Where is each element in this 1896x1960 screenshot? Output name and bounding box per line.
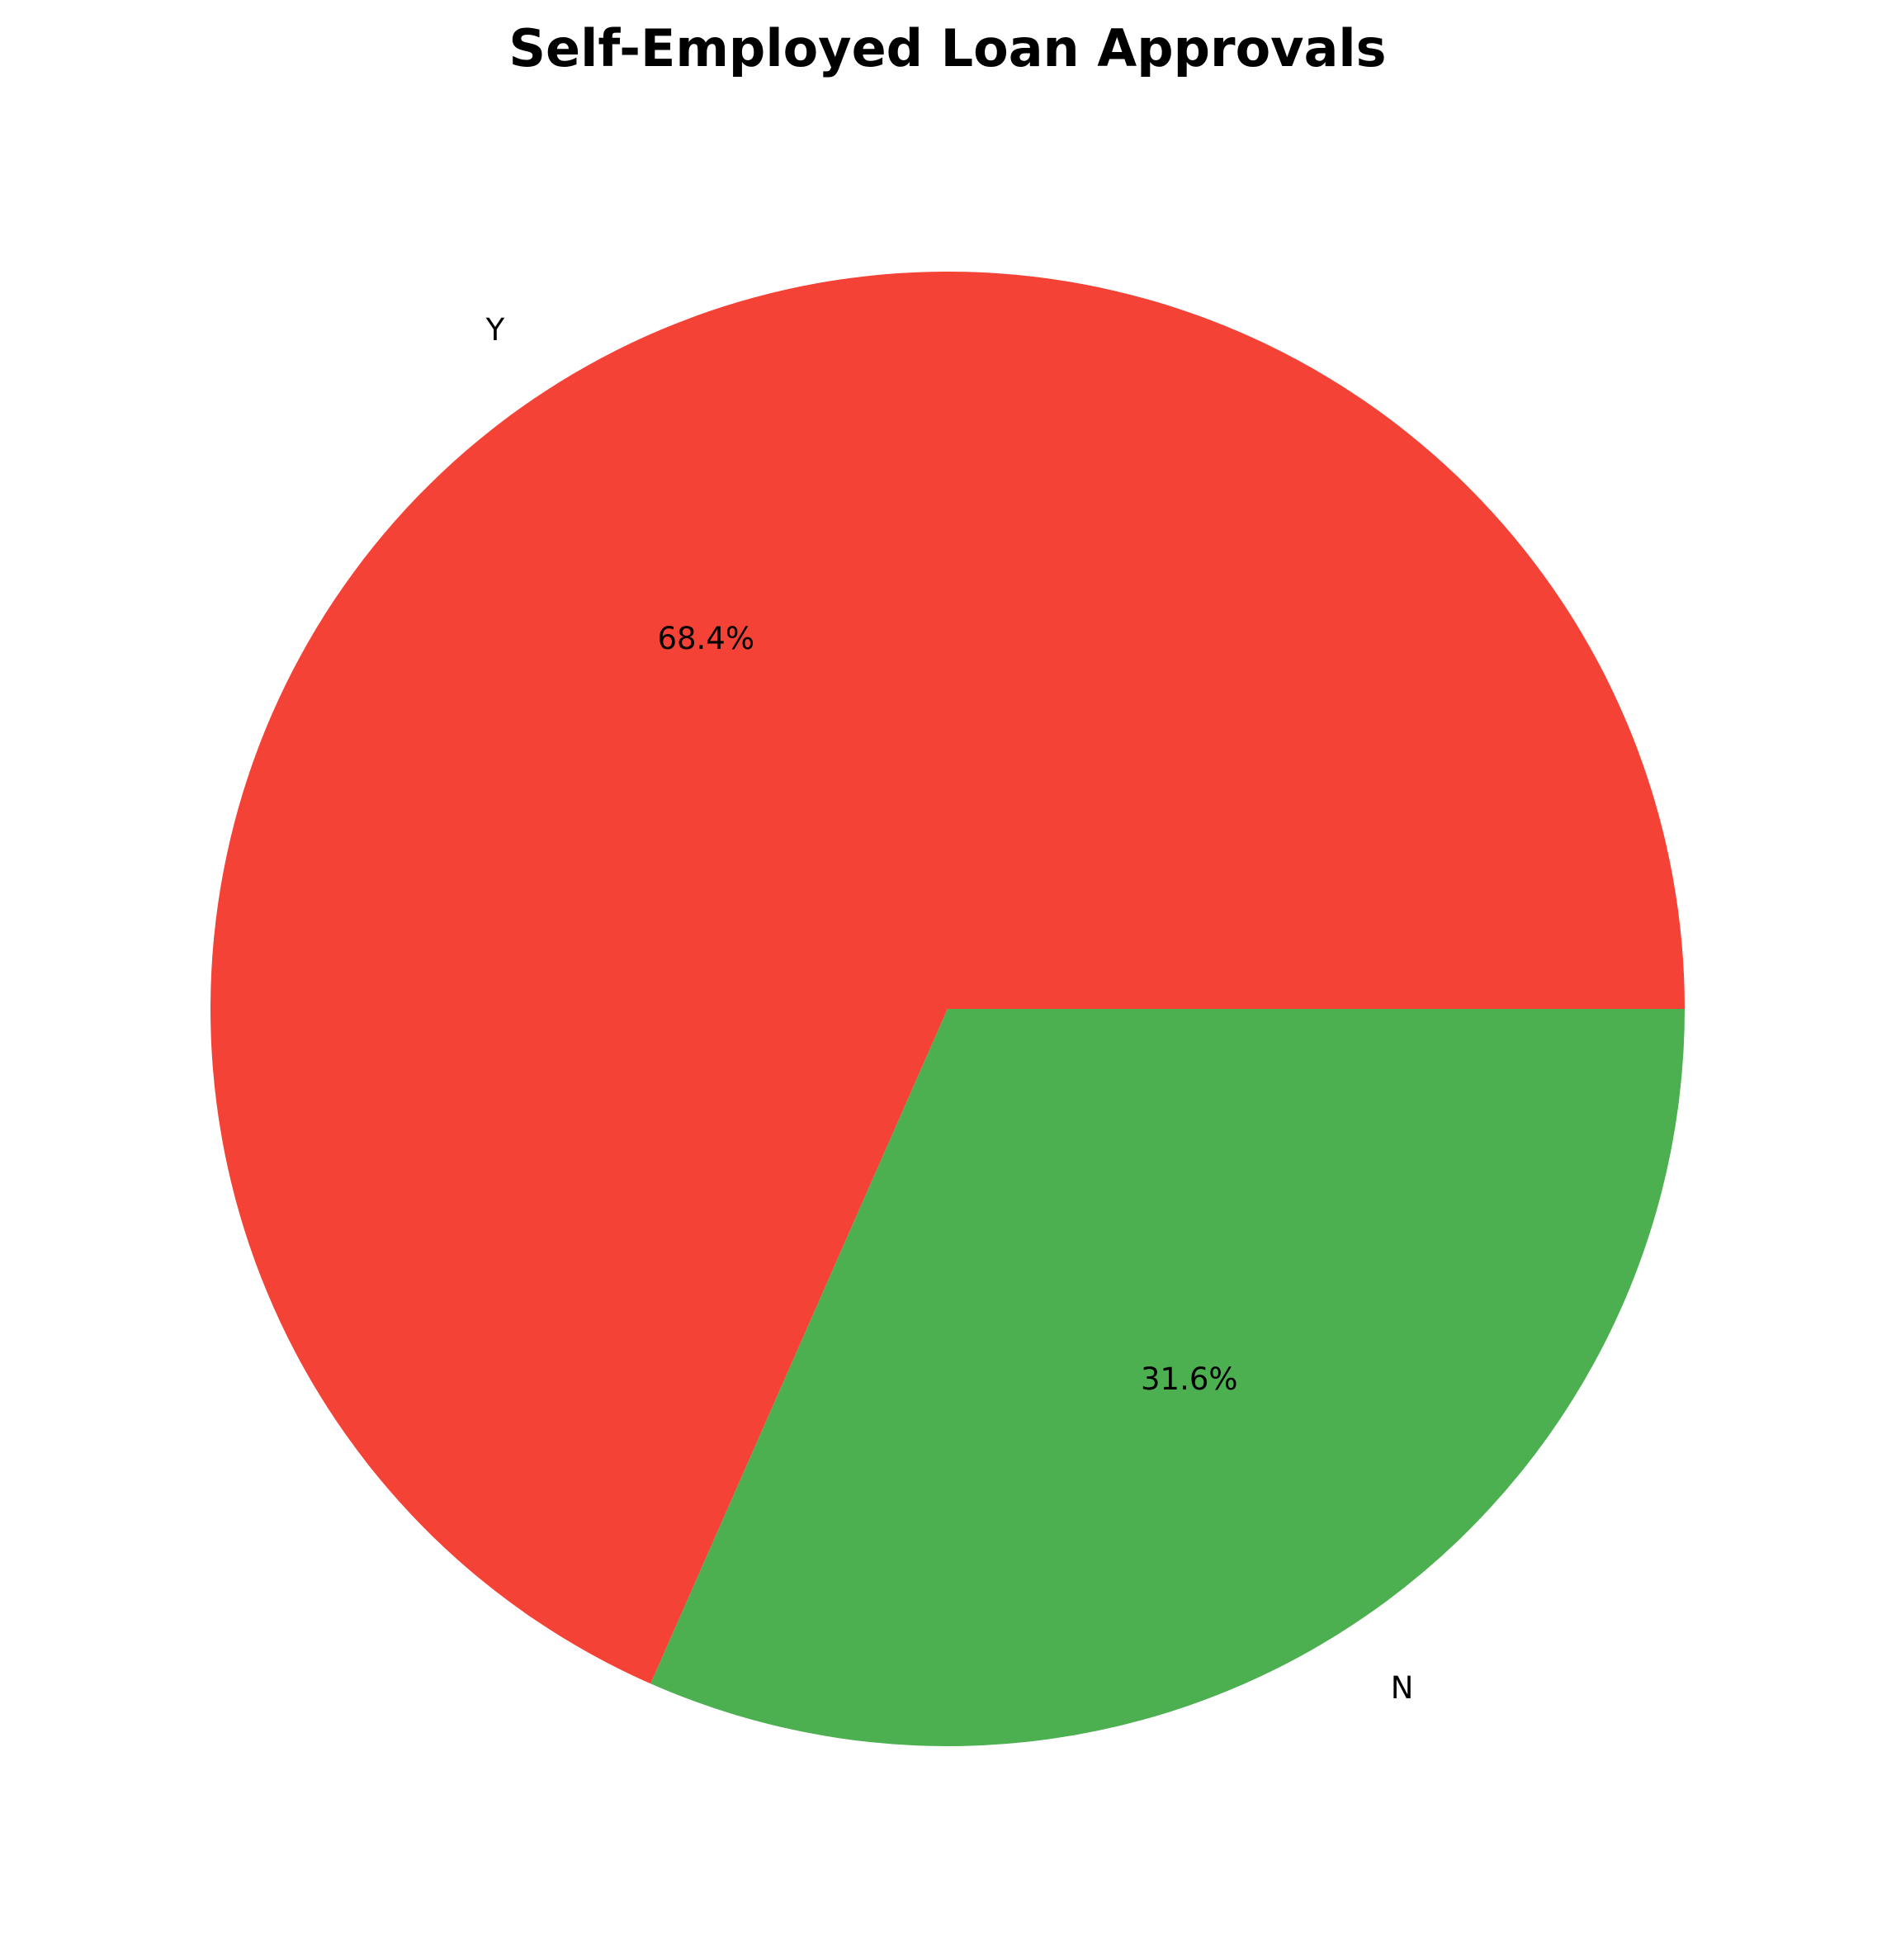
pie-slice-y — [210, 272, 1685, 1684]
pct-label-n: 31.6% — [1141, 1361, 1238, 1397]
chart-title: Self-Employed Loan Approvals — [508, 18, 1386, 78]
pct-label-y: 68.4% — [657, 621, 754, 656]
pie-slice-n — [650, 1009, 1685, 1746]
pie-labels: 68.4% Y 31.6% N — [485, 312, 1414, 1706]
pie-slices — [210, 272, 1685, 1746]
slice-label-n: N — [1391, 1670, 1414, 1706]
slice-label-y: Y — [485, 312, 505, 348]
